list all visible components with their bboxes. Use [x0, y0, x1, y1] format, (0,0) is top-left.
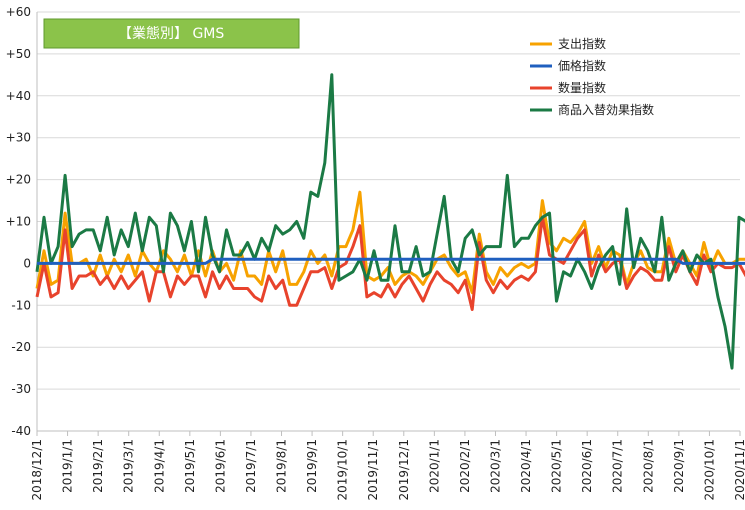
x-tick-label: 2019/5/1	[183, 439, 197, 493]
y-tick-label: -10	[11, 298, 31, 312]
chart-title-box: 【業態別】 GMS	[43, 18, 300, 49]
x-tick-label: 2019/1/1	[61, 439, 75, 493]
x-tick-label: 2020/1/1	[427, 439, 441, 493]
x-tick-label: 2019/2/1	[91, 439, 105, 493]
legend-label: 支出指数	[558, 36, 606, 51]
x-tick-label: 2020/10/1	[702, 439, 716, 501]
x-tick-label: 2019/11/1	[366, 439, 380, 501]
x-tick-label: 2019/4/1	[152, 439, 166, 493]
x-tick-label: 2019/8/1	[275, 439, 289, 493]
x-tick-label: 2020/3/1	[488, 439, 502, 493]
x-tick-label: 2020/8/1	[641, 439, 655, 493]
y-tick-label: +50	[6, 47, 31, 61]
x-tick-label: 2020/6/1	[580, 439, 594, 493]
x-tick-label: 2019/6/1	[213, 439, 227, 493]
chart-title-background	[43, 18, 300, 49]
x-tick-label: 2019/9/1	[305, 439, 319, 493]
legend-label: 数量指数	[558, 80, 606, 95]
series-line-2	[35, 215, 745, 311]
x-tick-label: 2019/3/1	[122, 439, 136, 493]
y-axis-tick-labels: +60 +50 +40 +30 +20 +10 0 -10 -20 -30 -40	[6, 5, 31, 438]
y-tick-label: +40	[6, 89, 31, 103]
x-tick-label: 2020/9/1	[672, 439, 686, 493]
y-tick-label: +60	[6, 5, 31, 19]
series-line-3	[35, 73, 745, 370]
axes	[36, 12, 741, 436]
y-tick-label: +30	[6, 131, 31, 145]
x-axis-tick-labels: 2018/12/1 2019/1/1 2019/2/1 2019/3/1 2019/4/…	[30, 439, 745, 501]
legend-label: 商品入替効果指数	[558, 102, 654, 117]
y-tick-label: -30	[11, 382, 31, 396]
x-tick-label: 2018/12/1	[30, 439, 44, 501]
series-line-1	[37, 257, 745, 265]
x-tick-label: 2020/7/1	[611, 439, 625, 493]
x-tick-label: 2019/12/1	[397, 439, 411, 501]
x-tick-label: 2019/10/1	[336, 439, 350, 501]
x-tick-label: 2020/4/1	[519, 439, 533, 493]
y-tick-label: -20	[11, 340, 31, 354]
x-tick-label: 2020/2/1	[458, 439, 472, 493]
x-tick-label: 2020/11/1	[733, 439, 745, 501]
y-tick-label: +20	[6, 173, 31, 187]
y-tick-label: 0	[23, 256, 31, 270]
x-tick-label: 2019/7/1	[244, 439, 258, 493]
series-lines	[35, 73, 745, 370]
grid-lines	[37, 11, 740, 432]
chart-title: 【業態別】 GMS	[118, 26, 224, 42]
legend-label: 価格指数	[558, 58, 606, 73]
x-tick-label: 2020/5/1	[550, 439, 564, 493]
y-tick-label: -40	[11, 424, 31, 438]
y-tick-label: +10	[6, 215, 31, 229]
